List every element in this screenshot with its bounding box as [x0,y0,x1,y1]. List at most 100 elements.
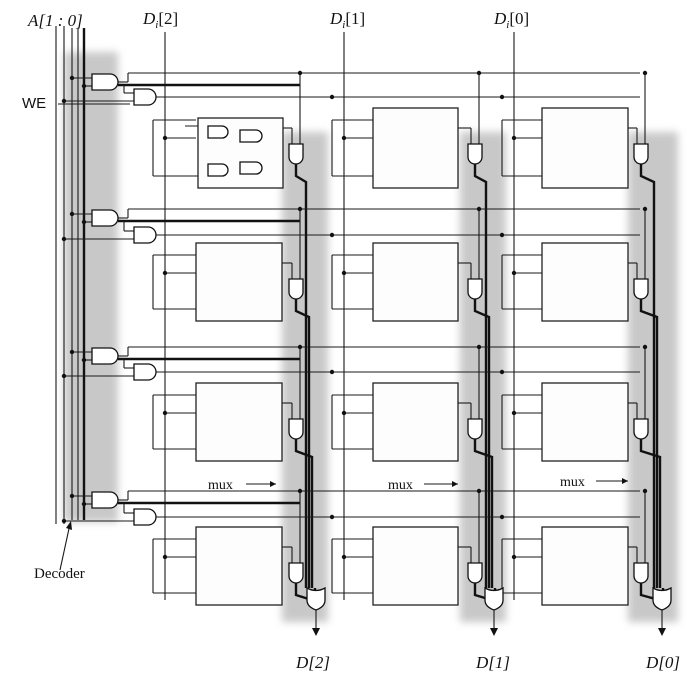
we-label: WE [22,95,46,112]
junction-dot [61,373,67,379]
write-enable-and-gate [133,508,157,526]
bus-wire [294,439,314,588]
read-and-gate [288,278,304,300]
junction-dot [511,554,517,560]
storage-cell [372,242,459,322]
decoder-label: Decoder [34,566,85,582]
junction-dot [511,410,517,416]
junction-dot [69,211,75,217]
junction-dot [162,410,168,416]
junction-dot [341,270,347,276]
latch-nor-gate [239,129,263,143]
decoder-and-gate [91,491,119,509]
junction-dot [297,70,303,76]
storage-cell [195,382,283,462]
output-or-gate [306,586,326,611]
address-label: A[1 : 0] [27,11,83,30]
mux-label-2: mux [208,478,233,493]
junction-dot [329,94,335,100]
decoder-and-gate [91,347,119,365]
decoder-pointer-head [66,521,72,530]
junction-dot [341,410,347,416]
decoder-pointer [59,523,71,571]
junction-dot [642,344,648,350]
junction-dot [476,344,482,350]
storage-cell [541,382,629,462]
write-enable-and-gate [133,88,157,106]
data-out-label-1: D[1] [475,653,510,672]
mux-shade-1 [460,132,506,622]
junction-dot [61,98,67,104]
bus-wire [639,164,656,588]
bus-wire [294,299,311,588]
bus-wire [473,299,491,588]
junction-dot [341,135,347,141]
junction-dot [69,493,75,499]
storage-cell [372,526,459,606]
junction-dot [61,518,67,524]
junction-dot [341,554,347,560]
junction-dot [69,75,75,81]
bus-wire [294,164,308,588]
latch-and-gate [207,125,229,139]
junction-dot [476,206,482,212]
read-and-gate [467,418,483,440]
latch-nor-gate [239,161,263,175]
junction-dot [499,232,505,238]
write-enable-and-gate [133,226,157,244]
junction-dot [81,501,87,507]
read-and-gate [288,418,304,440]
data-in-label-2: Di[2] [142,9,178,31]
decoder-and-gate [91,209,119,227]
junction-dot [81,83,87,89]
output-arrow [490,628,498,636]
junction-dot [61,236,67,242]
read-and-gate [467,143,483,165]
output-arrow [658,628,666,636]
read-and-gate [633,278,649,300]
mux-arrow-head [622,478,628,484]
storage-cell [372,382,459,462]
junction-dot [162,135,168,141]
junction-dot [329,514,335,520]
write-enable-and-gate [133,363,157,381]
junction-dot [297,344,303,350]
junction-dot [297,488,303,494]
bus-wire [473,164,488,588]
mux-arrow-head [452,481,458,487]
storage-cell [195,242,283,322]
read-and-gate [633,143,649,165]
junction-dot [297,206,303,212]
junction-dot [511,270,517,276]
decoder-shade [64,52,118,522]
latch-and-gate [207,163,229,177]
junction-dot [499,369,505,375]
junction-dot [642,206,648,212]
output-arrow [312,628,320,636]
read-and-gate [467,562,483,584]
output-or-gate [484,586,504,611]
junction-dot [69,349,75,355]
read-and-gate [467,278,483,300]
junction-dot [162,554,168,560]
junction-dot [329,232,335,238]
junction-dot [642,488,648,494]
read-and-gate [288,143,304,165]
output-or-gate [652,586,672,611]
read-and-gate [633,418,649,440]
bus-wire [639,439,662,588]
decoder-and-gate [91,73,119,91]
mux-label-1: mux [388,478,413,493]
data-in-label-1: Di[1] [329,9,365,31]
data-out-label-0: D[0] [645,653,680,672]
storage-cell [195,526,283,606]
components [91,73,672,611]
junction-dot [476,70,482,76]
storage-cell [541,107,629,189]
read-and-gate [288,562,304,584]
storage-cell [541,526,629,606]
bus-wire [473,439,494,588]
junction-dot [81,357,87,363]
junction-dot [642,70,648,76]
